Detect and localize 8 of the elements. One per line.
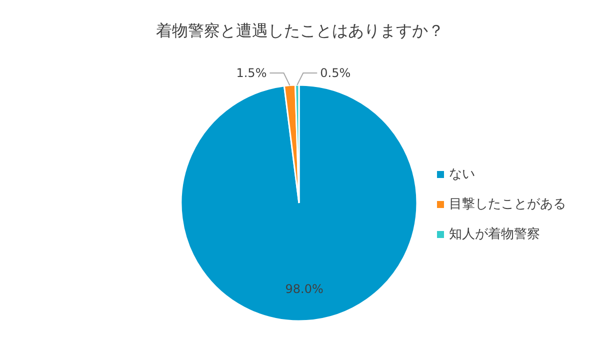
- data-label: 1.5%: [236, 66, 267, 80]
- chart-title: 着物警察と遭遇したことはありますか？: [156, 21, 444, 40]
- legend-label: ない: [449, 167, 475, 182]
- pie-slice: [180, 84, 418, 322]
- data-label: 98.0%: [285, 282, 324, 296]
- data-label: 0.5%: [320, 66, 351, 80]
- legend-label: 目撃したことがある: [449, 197, 566, 212]
- legend-label: 知人が着物警察: [449, 226, 540, 242]
